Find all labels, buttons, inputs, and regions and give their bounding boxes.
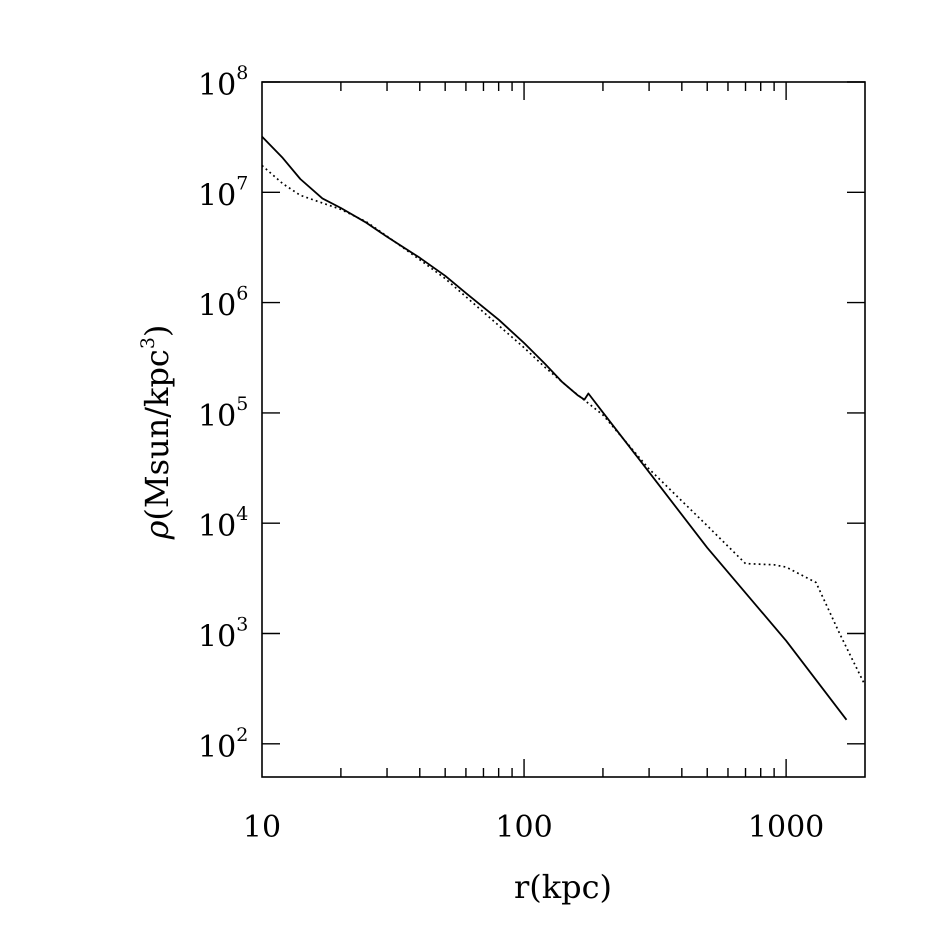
y-axis-label: ρ(Msun/kpc3): [137, 325, 176, 541]
x-axis-label: r(kpc): [514, 868, 612, 906]
x-tick-label: 10: [243, 810, 281, 845]
y-tick-label: 104: [198, 503, 248, 544]
y-tick-label-exp: 8: [236, 62, 248, 84]
y-tick-label-base: 10: [198, 509, 236, 544]
y-tick-label: 105: [198, 393, 248, 434]
x-tick-labels: 10 100 1000: [243, 810, 824, 845]
y-tick-label-exp: 5: [236, 393, 248, 415]
y-tick-label: 103: [198, 613, 248, 654]
y-tick-label-base: 10: [198, 289, 236, 324]
series-dotted-line: [261, 164, 866, 686]
y-tick-label: 108: [198, 62, 248, 103]
y-tick-label-base: 10: [198, 178, 236, 213]
y-axis-label-exp: 3: [137, 337, 159, 349]
y-tick-label-base: 10: [198, 619, 236, 654]
y-tick-label: 107: [198, 172, 248, 213]
plot-frame: [261, 81, 866, 778]
y-tick-label-base: 10: [198, 399, 236, 434]
y-tick-label-exp: 6: [236, 283, 248, 305]
y-tick-label-base: 10: [198, 68, 236, 103]
series-solid-line: [261, 135, 848, 721]
y-tick-label: 102: [198, 724, 248, 765]
y-tick-label-exp: 4: [236, 503, 248, 525]
x-tick-label: 100: [495, 810, 552, 845]
x-tick-label: 1000: [748, 810, 824, 845]
axis-ticks: [262, 81, 865, 777]
y-tick-label-exp: 3: [236, 613, 248, 635]
series-layer: [261, 135, 866, 721]
y-tick-label-exp: 7: [236, 172, 248, 194]
y-axis-label-symbol: ρ: [138, 520, 176, 540]
y-tick-label-base: 10: [198, 730, 236, 765]
y-tick-label-exp: 2: [236, 724, 248, 746]
y-tick-label: 106: [198, 283, 248, 324]
y-axis-label-base: (Msun/kpc: [138, 349, 176, 520]
y-axis-label-close: ): [138, 325, 176, 337]
